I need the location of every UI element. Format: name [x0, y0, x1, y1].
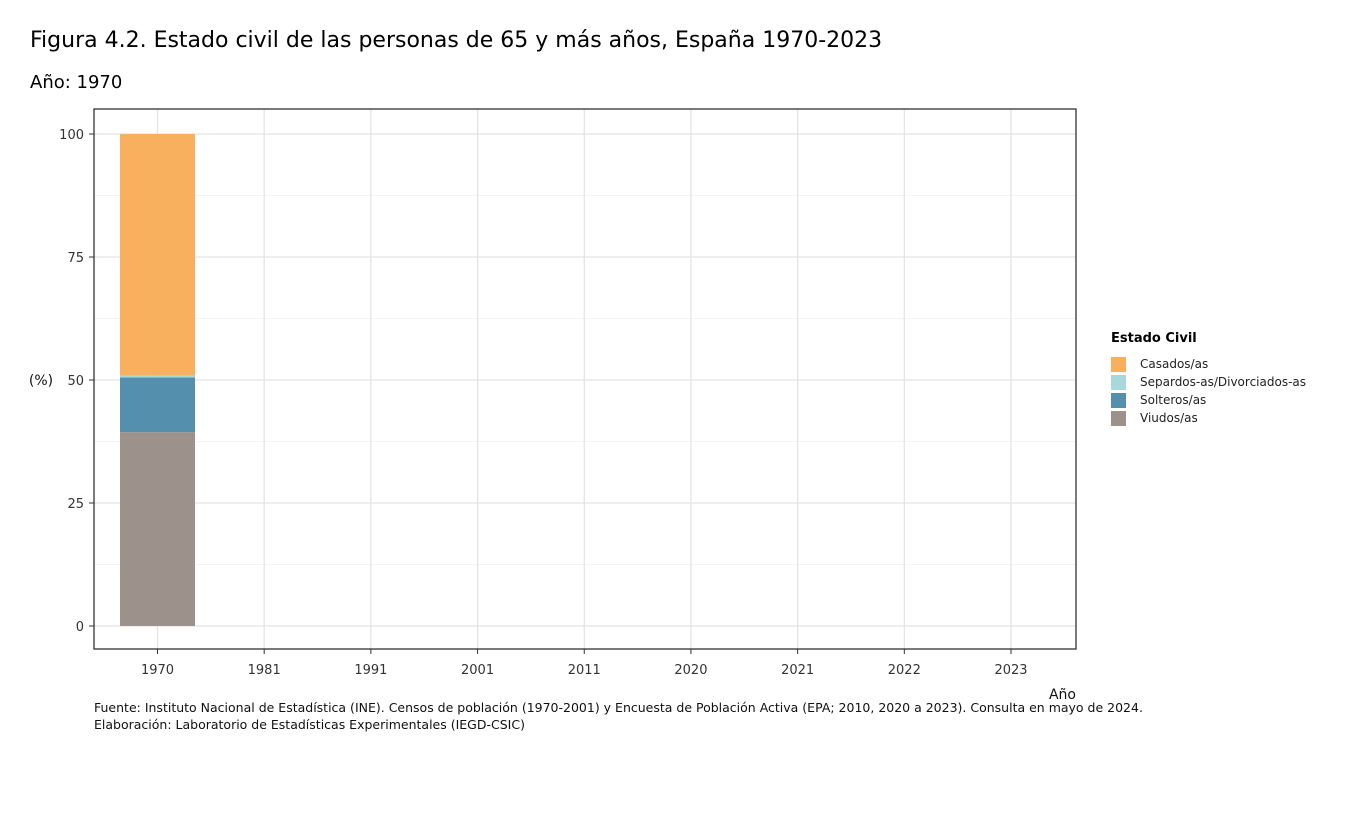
chart-subtitle: Año: 1970: [30, 72, 123, 93]
y-axis-label: (%): [29, 373, 53, 389]
legend-item: Casados/as: [1111, 355, 1306, 373]
legend-label: Viudos/as: [1140, 411, 1198, 425]
legend-item: Separdos-as/Divorciados-as: [1111, 373, 1306, 391]
x-tick-label: 2022: [888, 663, 921, 678]
footer: Fuente: Instituto Nacional de Estadístic…: [94, 699, 1143, 733]
legend-label: Separdos-as/Divorciados-as: [1140, 375, 1307, 389]
x-tick-label: 1981: [248, 663, 281, 678]
y-tick-label: 50: [67, 374, 84, 389]
bar-segment: [120, 377, 195, 433]
legend-item: Viudos/as: [1111, 409, 1306, 427]
x-axis-label: Año: [1049, 687, 1076, 703]
x-tick-label: 2011: [568, 663, 601, 678]
footer-source: Fuente: Instituto Nacional de Estadístic…: [94, 700, 1143, 715]
y-tick-label: 75: [67, 251, 84, 266]
legend-title: Estado Civil: [1111, 331, 1197, 346]
x-tick-label: 1991: [354, 663, 387, 678]
legend-swatch: [1111, 410, 1126, 426]
legend-label: Casados/as: [1140, 357, 1209, 371]
legend-label: Solteros/as: [1140, 393, 1207, 407]
x-tick-label: 1970: [141, 663, 174, 678]
x-tick-label: 2023: [994, 663, 1027, 678]
chart-title: Figura 4.2. Estado civil de las personas…: [30, 28, 883, 53]
legend-item: Solteros/as: [1111, 391, 1306, 409]
y-tick-label: 100: [59, 128, 84, 143]
legend-swatch: [1111, 374, 1126, 390]
legend: Estado Civil Casados/as Separdos-as/Divor…: [1111, 331, 1306, 427]
bar-segment: [120, 432, 195, 626]
plot-border: [93, 108, 1077, 650]
bar-segment: [120, 134, 195, 376]
legend-swatch: [1111, 356, 1126, 372]
bar-segment: [120, 375, 195, 378]
y-tick-label: 25: [67, 497, 84, 512]
x-tick-label: 2021: [781, 663, 814, 678]
legend-swatch: [1111, 392, 1126, 408]
footer-credit: Elaboración: Laboratorio de Estadísticas…: [94, 717, 525, 732]
x-tick-label: 2001: [461, 663, 494, 678]
y-tick-label: 0: [76, 620, 84, 635]
x-tick-label: 2020: [674, 663, 707, 678]
